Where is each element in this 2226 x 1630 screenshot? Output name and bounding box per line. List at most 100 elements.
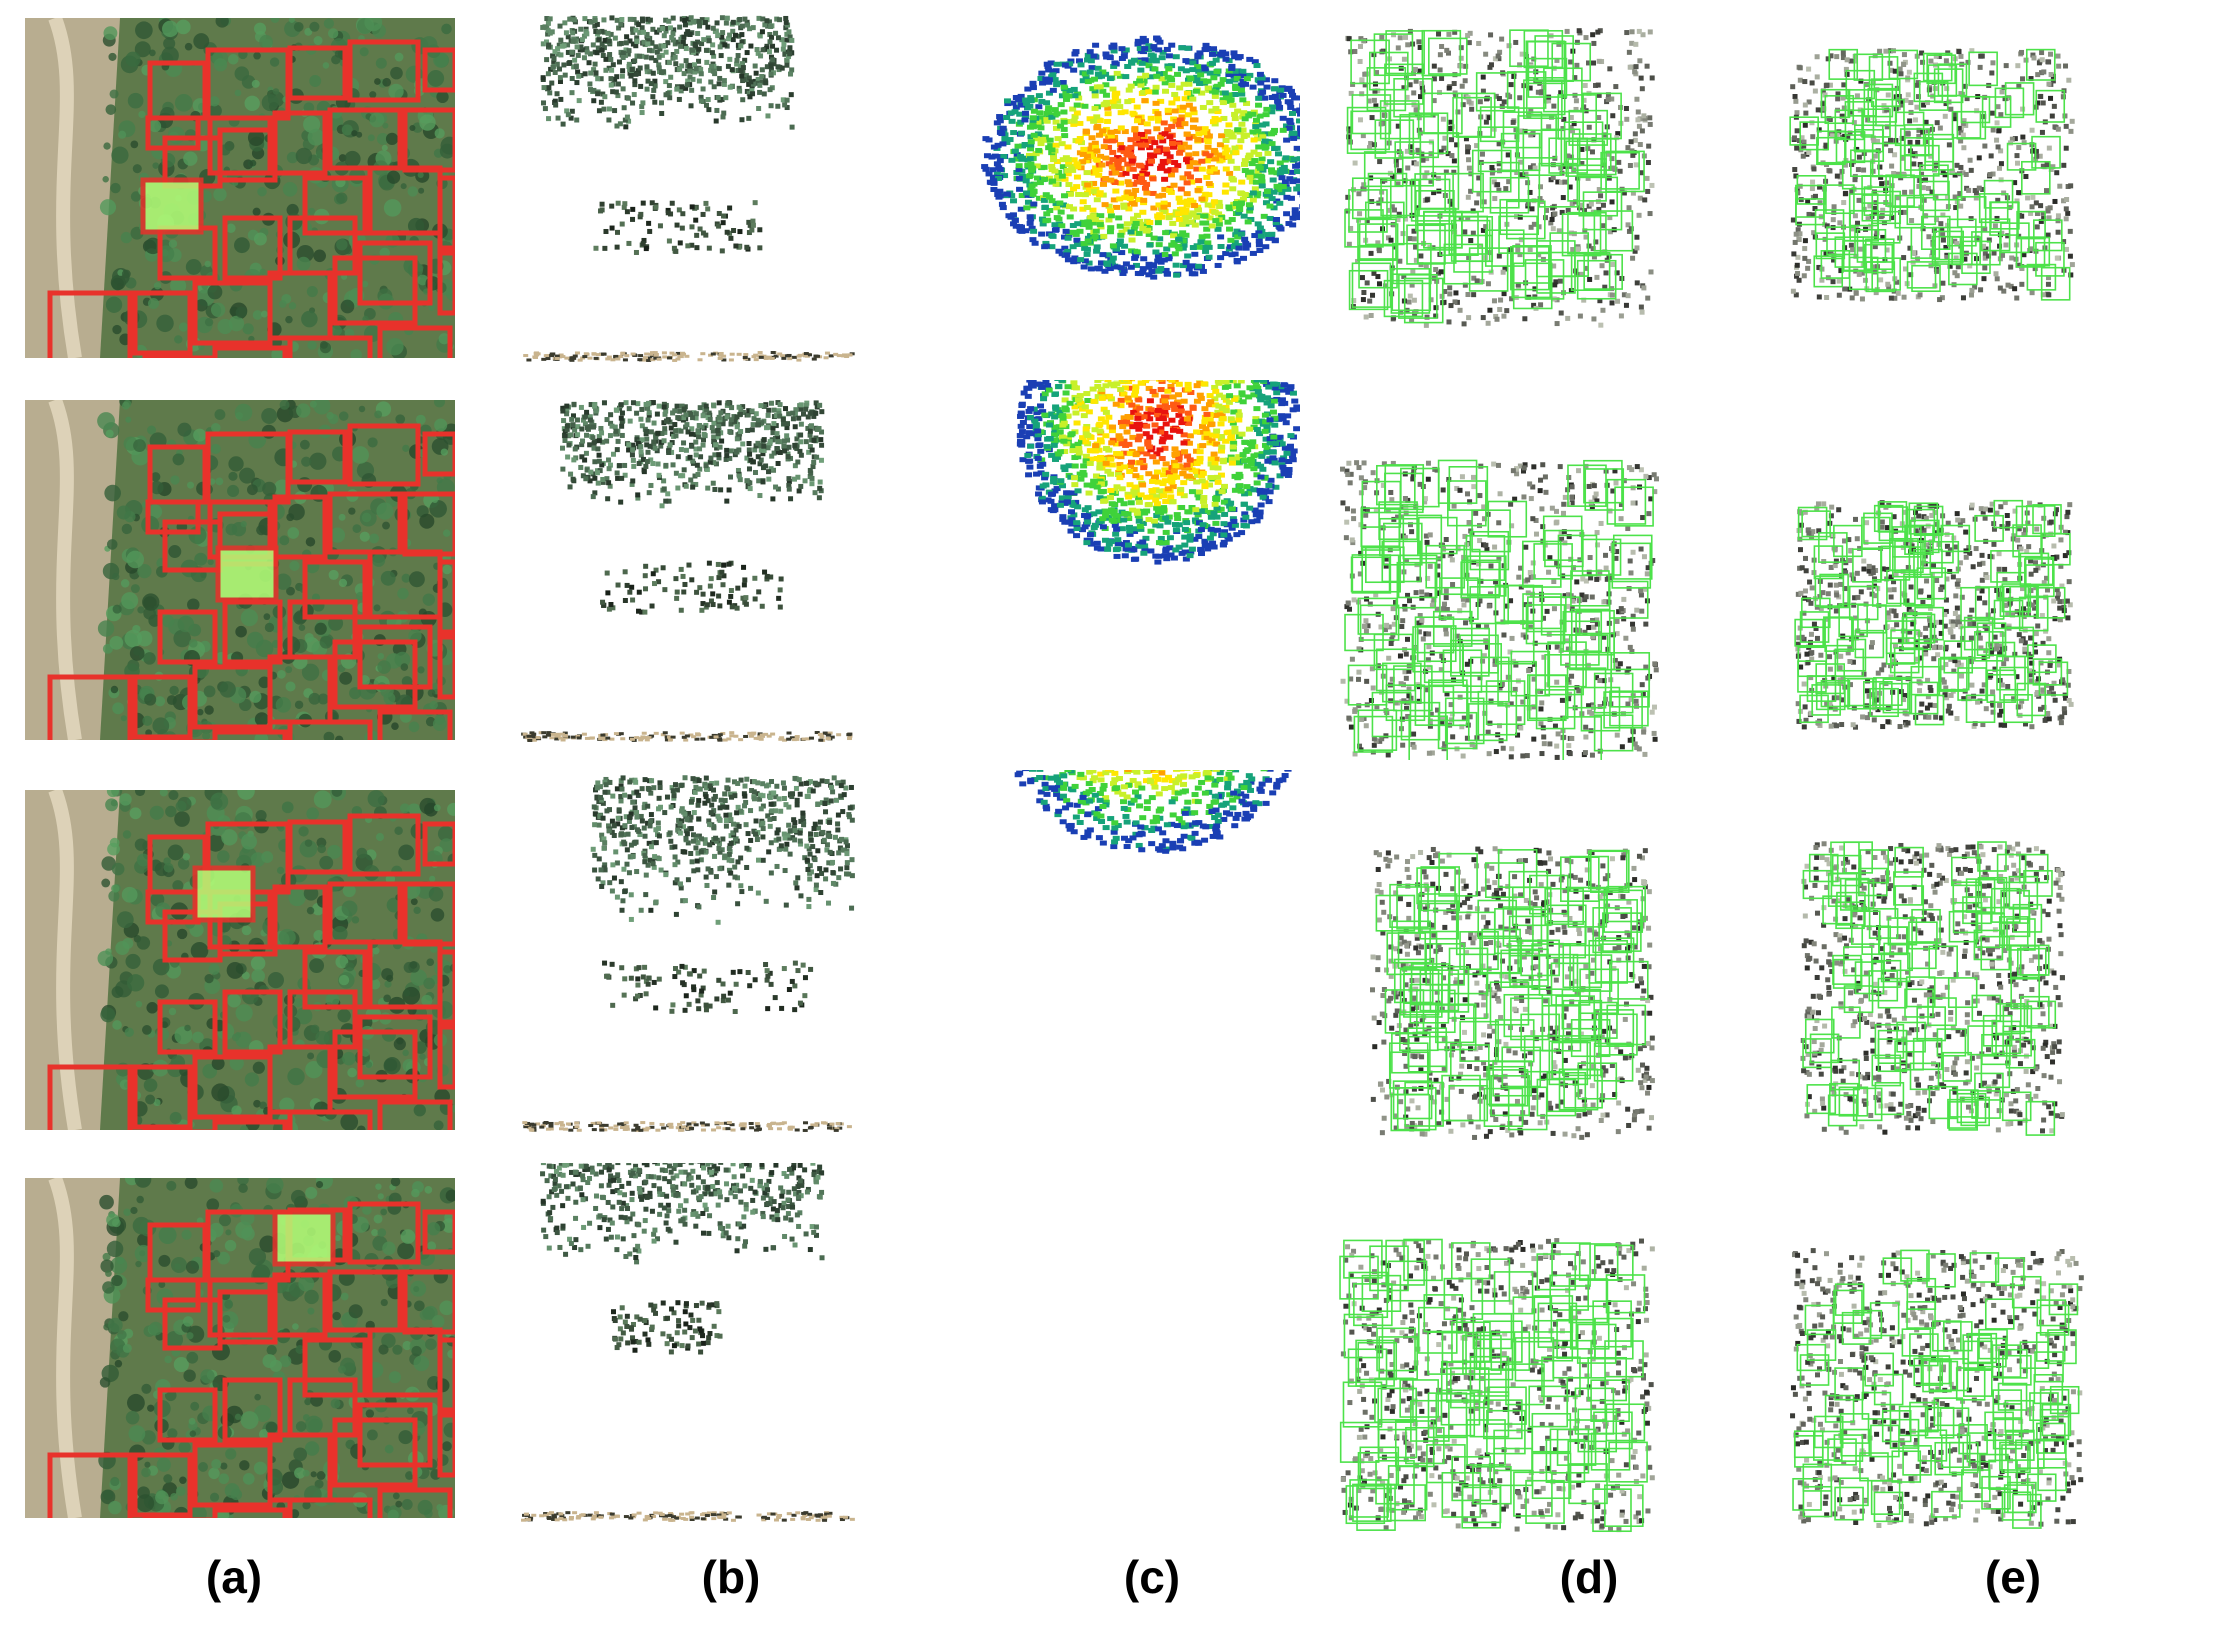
voxel-box: [1541, 1004, 1582, 1052]
voxel-box: [1525, 604, 1566, 645]
voxel-box: [1485, 862, 1525, 899]
voxel-box: [1363, 151, 1404, 188]
voxel-box: [1971, 231, 2001, 266]
voxel-box: [1922, 52, 1953, 82]
voxel-box: [1839, 877, 1870, 911]
voxel-box: [1343, 1313, 1384, 1359]
detection-box: [327, 1269, 403, 1333]
voxel-box: [1971, 1090, 2001, 1119]
voxel-box: [1541, 1356, 1581, 1398]
voxel-box: [1359, 604, 1400, 641]
voxel-box: [1425, 544, 1466, 589]
voxel-box: [1533, 1295, 1574, 1333]
voxel-box: [2035, 586, 2066, 619]
voxel-box: [1863, 681, 1893, 709]
voxel-box: [1605, 1403, 1646, 1442]
voxel-box: [1993, 499, 2024, 529]
voxel-box: [1920, 1355, 1951, 1385]
voxel-box: [1384, 63, 1424, 105]
voxel-box: [1369, 51, 1409, 91]
voxel-box: [1905, 576, 1935, 607]
voxel-box: [2001, 1444, 2031, 1474]
voxel-box: [2033, 1373, 2064, 1405]
voxel-box: [1904, 524, 1934, 555]
voxel-box: [1966, 1432, 1997, 1463]
detection-box: [145, 1277, 201, 1313]
voxel-box: [1375, 894, 1416, 932]
voxel-box: [1394, 141, 1435, 187]
voxel-point-cloud-refined: [1770, 0, 2100, 378]
voxel-box: [1426, 1444, 1466, 1484]
voxel-box: [1450, 1367, 1490, 1409]
voxel-box: [1608, 580, 1649, 619]
voxel-box: [1936, 1028, 1967, 1057]
voxel-box: [1806, 1084, 1837, 1115]
voxel-box: [1834, 1283, 1865, 1316]
voxel-box: [1958, 1424, 1988, 1455]
voxel-box: [1437, 711, 1478, 750]
voxel-box: [1441, 1472, 1482, 1518]
voxel-box: [1402, 514, 1443, 560]
detection-box: [357, 240, 433, 306]
voxel-box: [1502, 906, 1543, 947]
voxel-box: [1494, 584, 1535, 624]
voxel-box: [1865, 261, 1896, 293]
voxel-box: [1861, 175, 1891, 204]
voxel-box: [1451, 1321, 1491, 1363]
voxel-box: [1548, 1040, 1589, 1086]
voxel-box: [1940, 1434, 1971, 1469]
voxel-box: [1417, 1306, 1458, 1354]
voxel-box: [1894, 885, 1925, 919]
voxel-box: [1907, 941, 1937, 970]
voxel-box: [1353, 715, 1394, 753]
voxel-box: [1352, 1483, 1392, 1522]
voxel-box: [1375, 648, 1416, 692]
voxel-box: [1391, 1032, 1431, 1074]
voxel-point-cloud-dense: [1330, 770, 1660, 1150]
voxel-box: [1465, 535, 1506, 581]
voxel-box: [1909, 1401, 1939, 1433]
voxel-box: [1400, 467, 1440, 508]
voxel-box: [1916, 1006, 1946, 1042]
voxel-box: [1813, 1430, 1843, 1461]
voxel-box: [1371, 691, 1412, 738]
voxel-box: [1612, 534, 1653, 580]
voxel-box: [1510, 997, 1550, 1041]
voxel-box: [1477, 899, 1518, 940]
detection-box: [212, 729, 288, 740]
voxel-box: [1859, 1452, 1889, 1482]
detection-box: [437, 634, 455, 700]
voxel-box: [1427, 1331, 1467, 1375]
voxel-point-cloud-refined: [1770, 770, 2100, 1150]
voxel-box: [1533, 543, 1573, 580]
voxel-box: [1608, 1441, 1648, 1483]
detection-box: [437, 175, 455, 251]
voxel-box: [1345, 1485, 1386, 1525]
voxel-box: [1605, 1274, 1646, 1314]
voxel-box: [1569, 1305, 1610, 1350]
voxel-box: [1943, 1321, 1973, 1352]
voxel-box: [1403, 1238, 1443, 1282]
voxel-box: [1510, 246, 1550, 291]
voxel-box: [1479, 106, 1520, 143]
voxel-box: [1509, 948, 1549, 987]
voxel-box: [1978, 193, 2009, 224]
voxel-box: [1425, 943, 1465, 986]
voxel-point-cloud-dense: [1330, 380, 1660, 760]
voxel-box: [1536, 251, 1576, 294]
voxel-box: [1590, 1379, 1630, 1422]
voxel-box: [2002, 1354, 2032, 1386]
voxel-box: [1369, 1245, 1409, 1292]
voxel-box: [1917, 1429, 1948, 1462]
voxel-box: [1824, 95, 1855, 125]
voxel-box: [1443, 243, 1484, 285]
detection-box: [47, 290, 133, 358]
voxel-box: [1824, 1394, 1855, 1423]
voxel-box: [1469, 586, 1509, 625]
voxel-box: [1373, 33, 1414, 77]
voxel-box: [1952, 901, 1983, 934]
voxel-box: [1393, 958, 1434, 1004]
voxel-box: [1960, 95, 1991, 124]
voxel-box: [1575, 632, 1615, 671]
voxel-box: [1351, 554, 1392, 594]
